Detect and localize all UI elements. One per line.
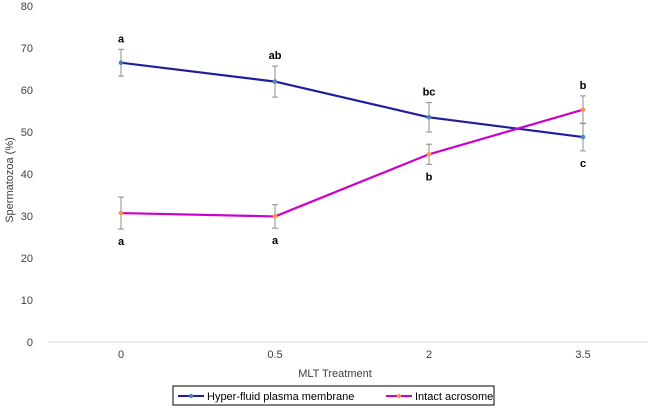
y-tick-label: 50 (21, 127, 33, 139)
data-point (426, 151, 432, 157)
significance-label: a (272, 235, 279, 247)
legend: Hyper-fluid plasma membrane Intact acros… (172, 385, 495, 406)
data-point (118, 210, 124, 216)
data-point (272, 214, 278, 219)
significance-label: ab (269, 50, 282, 62)
legend-marker-hyper-fluid (188, 393, 194, 399)
x-tick-label: 2 (426, 349, 432, 361)
legend-label-intact-acrosome: Intact acrosome (415, 391, 493, 403)
y-tick-label: 0 (27, 337, 33, 349)
data-point (580, 134, 586, 140)
series-line (120, 108, 584, 218)
x-tick-label: 0.5 (267, 349, 282, 361)
significance-label: bc (423, 87, 436, 99)
series-1: a a b b (118, 80, 587, 248)
legend-marker-intact-acrosome (396, 393, 402, 399)
significance-label: c (580, 158, 586, 170)
significance-label: b (426, 171, 433, 183)
significance-label: b (580, 80, 587, 92)
y-axis-title: Spermatozoa (%) (4, 137, 16, 223)
x-tick-label: 3.5 (575, 349, 590, 361)
y-axis-ticks: 0 10 20 30 40 50 60 70 80 (21, 1, 33, 349)
legend-box (172, 385, 495, 406)
y-tick-label: 60 (21, 85, 33, 97)
y-tick-label: 70 (21, 43, 33, 55)
y-tick-label: 30 (21, 211, 33, 223)
series-0: a ab bc c (118, 33, 586, 170)
y-tick-label: 80 (21, 1, 33, 13)
x-axis-title: MLT Treatment (298, 368, 372, 380)
data-point (426, 115, 432, 120)
significance-label: a (118, 236, 125, 248)
x-axis-ticks: 0 0.5 2 3.5 (118, 349, 591, 361)
legend-label-hyper-fluid: Hyper-fluid plasma membrane (207, 391, 354, 403)
series-line (120, 61, 584, 139)
data-point (580, 107, 586, 113)
y-tick-label: 10 (21, 295, 33, 307)
data-point (272, 79, 278, 84)
significance-label: a (118, 33, 125, 45)
y-tick-label: 20 (21, 253, 33, 265)
x-tick-label: 0 (118, 349, 124, 361)
y-tick-label: 40 (21, 169, 33, 181)
data-point (118, 60, 124, 65)
